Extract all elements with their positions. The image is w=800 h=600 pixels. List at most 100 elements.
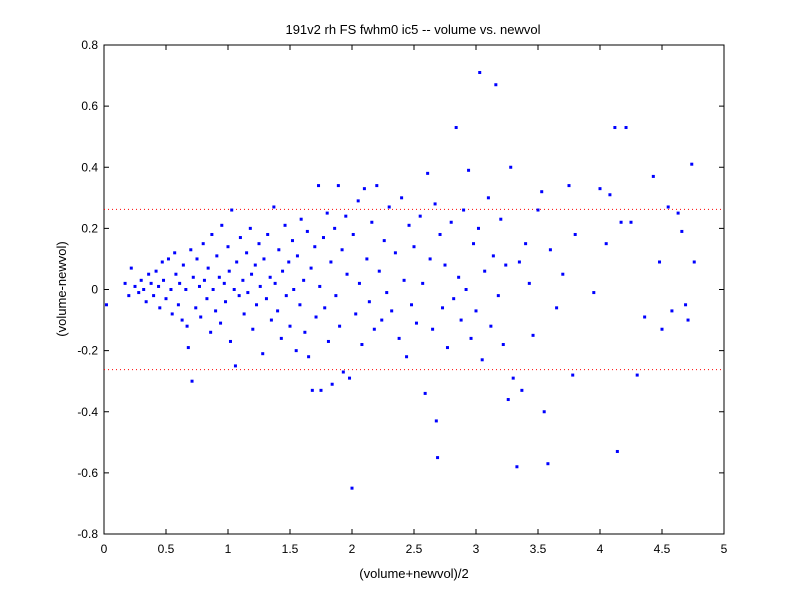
data-point [137, 291, 141, 295]
data-point [548, 248, 552, 252]
data-point [310, 388, 314, 392]
x-tick-label: 3 [473, 542, 480, 556]
data-point [598, 187, 602, 191]
data-point [684, 303, 688, 307]
data-point [362, 187, 366, 191]
x-tick-label: 4.5 [654, 542, 671, 556]
data-point [561, 272, 565, 276]
data-point [245, 251, 249, 255]
data-point [660, 327, 664, 331]
data-point [367, 300, 371, 304]
data-point [295, 254, 299, 258]
data-point [351, 232, 355, 236]
data-point [402, 278, 406, 282]
data-point [241, 278, 245, 282]
y-tick-label: 0.4 [81, 160, 98, 174]
data-point [164, 297, 168, 301]
data-point [154, 269, 158, 273]
x-axis-label: (volume+newvol)/2 [359, 566, 468, 581]
y-tick-label: -0.2 [77, 344, 98, 358]
data-point [173, 251, 177, 255]
data-point [157, 284, 161, 288]
data-point [348, 376, 352, 380]
data-point [139, 278, 143, 282]
data-point [615, 449, 619, 453]
data-point [509, 165, 513, 169]
data-point [520, 388, 524, 392]
data-point [333, 226, 337, 230]
data-point [248, 226, 252, 230]
data-point [478, 71, 482, 75]
data-point [176, 303, 180, 307]
data-point [350, 486, 354, 490]
chart-title: 191v2 rh FS fwhm0 ic5 -- volume vs. newv… [285, 22, 540, 37]
data-point [449, 220, 453, 224]
data-point [185, 324, 189, 328]
data-point [467, 168, 471, 172]
data-point [555, 306, 559, 310]
data-point [211, 288, 215, 291]
data-point [326, 339, 330, 343]
data-point [524, 242, 528, 246]
data-point [281, 269, 285, 273]
data-point [480, 358, 484, 362]
data-point [142, 288, 146, 291]
data-point [486, 196, 490, 200]
y-tick-label: 0.8 [81, 38, 98, 52]
data-point [604, 242, 608, 246]
data-point [250, 272, 254, 276]
data-point [344, 214, 348, 218]
data-point [567, 184, 571, 188]
data-point [195, 257, 199, 261]
data-point [360, 343, 364, 347]
data-point [397, 336, 401, 340]
data-point [474, 309, 478, 313]
data-point [571, 373, 575, 377]
data-point [330, 382, 334, 386]
data-point [288, 324, 292, 328]
data-point [144, 300, 148, 304]
data-point [540, 190, 544, 194]
y-tick-label: -0.8 [77, 527, 98, 541]
data-point [356, 199, 360, 203]
data-point [166, 257, 170, 261]
data-point [341, 370, 345, 374]
data-point [323, 306, 327, 310]
data-point [317, 184, 321, 188]
data-point [303, 330, 307, 334]
data-point [531, 333, 535, 337]
y-tick-label: -0.4 [77, 405, 98, 419]
data-point [257, 242, 261, 246]
data-point [387, 205, 391, 209]
data-point [233, 364, 237, 368]
data-point [494, 83, 498, 87]
y-tick-label: -0.6 [77, 466, 98, 480]
data-point [313, 245, 317, 249]
data-point [372, 327, 376, 331]
data-point [201, 242, 205, 246]
data-point [670, 309, 674, 313]
data-point [592, 291, 596, 295]
data-point [407, 223, 411, 227]
data-point [658, 260, 662, 264]
data-point [680, 229, 684, 233]
data-point [377, 269, 381, 273]
data-point [194, 306, 198, 310]
data-point [190, 379, 194, 383]
data-point [454, 126, 458, 130]
data-point [226, 245, 230, 249]
data-point [515, 465, 519, 469]
data-point [436, 456, 440, 460]
data-point [169, 288, 173, 291]
data-point [129, 266, 133, 270]
data-point [400, 196, 404, 200]
data-point [219, 321, 223, 325]
data-point [423, 391, 427, 395]
data-point [205, 297, 209, 301]
x-tick-label: 4 [597, 542, 604, 556]
data-point [536, 208, 540, 212]
data-point [264, 297, 268, 301]
data-point [147, 272, 151, 276]
data-point [186, 346, 190, 350]
